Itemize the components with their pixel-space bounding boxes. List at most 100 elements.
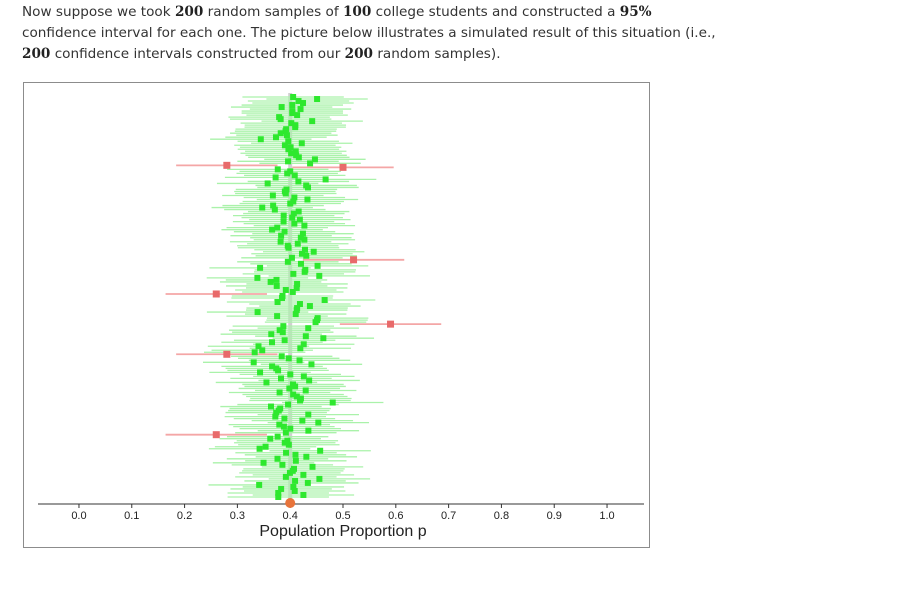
captured-point [257, 264, 264, 271]
intro-text-1: Now suppose we took [22, 4, 175, 20]
x-axis-title: Population Proportion p [259, 523, 426, 540]
captured-point [300, 491, 307, 498]
intro-text-6: random samples). [373, 46, 501, 62]
captured-point [267, 403, 274, 410]
captured-point [282, 429, 289, 436]
missed-point [212, 431, 220, 439]
captured-point [276, 389, 283, 396]
captured-point [259, 347, 266, 354]
x-tick-label: 0.6 [388, 510, 403, 522]
captured-point [314, 262, 321, 269]
x-tick-label: 0.5 [335, 510, 350, 522]
captured-point [289, 110, 296, 117]
captured-point [267, 435, 274, 442]
captured-point [293, 284, 300, 291]
captured-point [290, 94, 297, 100]
captured-point [316, 475, 323, 482]
sample-size: 100 [342, 4, 372, 20]
captured-point [264, 180, 271, 187]
captured-point [292, 124, 299, 131]
captured-point [251, 349, 258, 356]
captured-point [297, 106, 304, 113]
captured-point [300, 100, 307, 107]
captured-point [292, 311, 299, 318]
missed-point [350, 256, 358, 264]
captured-point [296, 216, 303, 223]
captured-point [287, 371, 294, 378]
captured-point [275, 489, 282, 496]
captured-point [297, 260, 304, 267]
captured-point [291, 194, 298, 201]
captured-point [281, 415, 288, 422]
x-tick-label: 1.0 [599, 510, 614, 522]
n-intervals: 200 [22, 46, 51, 62]
captured-point [308, 361, 315, 368]
captured-point [297, 234, 304, 241]
captured-point [300, 373, 307, 380]
captured-point [298, 140, 305, 147]
captured-point [257, 136, 264, 143]
captured-point [306, 303, 313, 310]
captured-point [273, 282, 280, 289]
captured-point [282, 473, 289, 480]
captured-point [292, 383, 299, 390]
n-samples-2: 200 [344, 46, 374, 62]
captured-point [289, 288, 296, 295]
captured-point [312, 319, 319, 326]
captured-point [250, 359, 257, 366]
point-group [212, 94, 395, 500]
captured-point [272, 174, 279, 181]
captured-point [292, 457, 299, 464]
captured-point [292, 451, 299, 458]
captured-point [294, 240, 301, 247]
captured-point [297, 397, 304, 404]
captured-point [254, 274, 261, 281]
x-tick-label: 0.7 [441, 510, 456, 522]
captured-point [281, 439, 288, 446]
captured-point [329, 399, 336, 406]
captured-point [301, 246, 308, 253]
intro-paragraph: Now suppose we took 200 random samples o… [22, 2, 722, 65]
captured-point [281, 142, 288, 149]
captured-point [291, 172, 298, 179]
captured-point [291, 487, 298, 494]
captured-point [275, 367, 282, 374]
interval-group [165, 96, 442, 498]
captured-point [299, 417, 306, 424]
captured-point [292, 148, 299, 155]
captured-point [303, 453, 310, 460]
captured-point [289, 102, 296, 109]
captured-point [305, 411, 312, 418]
captured-point [285, 441, 292, 448]
captured-point [286, 385, 293, 392]
captured-point [314, 96, 321, 103]
captured-point [303, 252, 310, 259]
captured-point [316, 272, 323, 279]
captured-point [307, 160, 314, 167]
captured-point [320, 335, 327, 342]
captured-point [277, 238, 284, 245]
captured-point [262, 443, 269, 450]
captured-point [295, 208, 302, 215]
missed-point [387, 320, 395, 328]
captured-point [322, 176, 329, 183]
x-tick-label: 0.4 [283, 510, 298, 522]
captured-point [279, 295, 286, 302]
x-tick-label: 0.8 [494, 510, 509, 522]
captured-point [285, 158, 292, 165]
x-tick-label: 0.3 [230, 510, 245, 522]
captured-point [269, 339, 276, 346]
captured-point [290, 483, 297, 490]
captured-point [272, 134, 279, 141]
captured-point [310, 248, 317, 255]
captured-point [321, 297, 328, 304]
captured-point [263, 379, 270, 386]
captured-point [281, 228, 288, 235]
captured-point [277, 116, 284, 123]
captured-point [285, 138, 292, 145]
captured-point [293, 307, 300, 314]
captured-point [295, 154, 302, 161]
captured-point [287, 200, 294, 207]
captured-point [287, 425, 294, 432]
captured-point [280, 323, 287, 330]
